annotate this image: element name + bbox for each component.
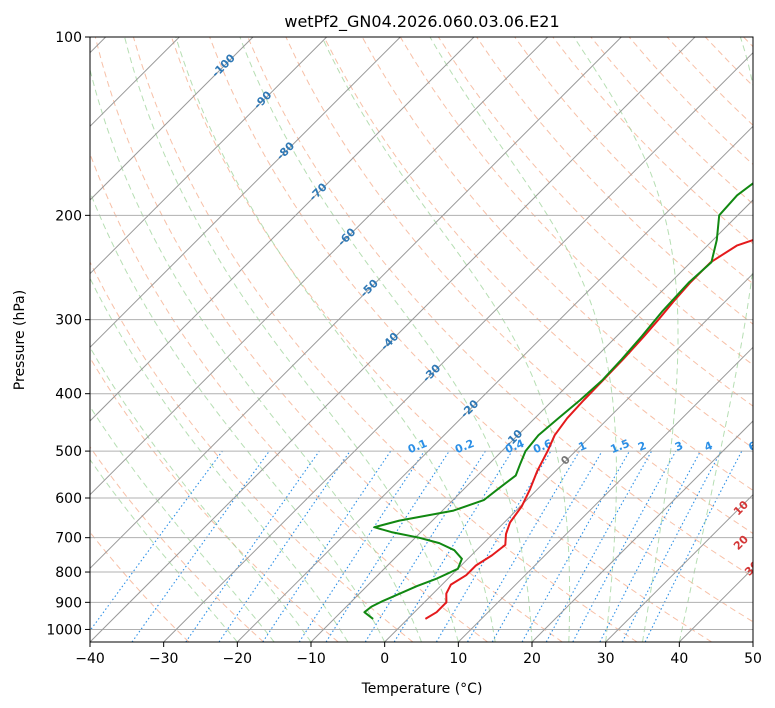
moist-adiabat-line <box>321 37 571 642</box>
moist-adiabat-line <box>239 37 533 642</box>
moist-adiabat-line <box>175 37 496 642</box>
x-tick-label: −30 <box>149 651 179 667</box>
moist-adiabats <box>90 37 753 642</box>
moist-adiabat-line <box>678 37 753 642</box>
y-tick-label: 900 <box>55 595 82 611</box>
moist-adiabat-line <box>90 190 386 642</box>
isotherm-line <box>384 272 753 642</box>
dry-adiabat-line <box>171 37 712 642</box>
dry-adiabat-line <box>94 37 563 642</box>
x-tick-label: 10 <box>449 651 467 667</box>
x-tick-label: 20 <box>523 651 541 667</box>
x-tick-label: −40 <box>75 651 105 667</box>
moist-adiabat-line <box>90 405 275 642</box>
isotherm-line <box>90 37 622 570</box>
isotherm-line <box>90 37 696 642</box>
mixing-ratio-label: 3 <box>673 439 685 454</box>
isotherm-line <box>90 37 549 496</box>
moist-adiabat-line <box>429 37 617 642</box>
mixing-ratio-lines <box>90 450 743 642</box>
mixing-ratio-label: 6 <box>747 439 759 454</box>
dry-adiabat-line <box>90 446 264 642</box>
dry-adiabat-line <box>90 356 339 642</box>
dry-adiabat-line <box>132 37 638 642</box>
x-tick-label: −20 <box>223 651 253 667</box>
y-tick-label: 300 <box>55 313 82 329</box>
moist-adiabat-line <box>124 37 459 642</box>
y-axis-label: Pressure (hPa) <box>12 290 28 390</box>
dry-adiabat-label: 30 <box>742 558 762 578</box>
x-axis-ticks: −40 −30 −20 −10 0 10 20 30 40 50 <box>75 642 762 667</box>
chart-title: wetPf2_GN04.2026.060.03.06.E21 <box>284 12 559 32</box>
x-tick-label: 40 <box>670 651 688 667</box>
profiles <box>363 182 753 620</box>
dry-adiabat-line <box>476 37 753 325</box>
moist-adiabat-line <box>90 67 422 642</box>
isotherm-line <box>90 37 475 422</box>
mixing-ratio-line <box>545 450 653 642</box>
mixing-ratio-label: 1 <box>576 439 588 454</box>
y-tick-label: 700 <box>55 531 82 547</box>
dewpoint-profile-line <box>363 182 753 620</box>
y-tick-label: 400 <box>55 387 82 403</box>
dry-adiabat-line <box>514 37 753 285</box>
dry-adiabat-line <box>209 37 753 623</box>
y-tick-label: 800 <box>55 565 82 581</box>
mixing-ratio-line <box>298 450 425 642</box>
mixing-ratio-line <box>521 450 630 642</box>
y-tick-label: 100 <box>55 30 82 46</box>
isotherm-line <box>90 37 328 275</box>
y-tick-label: 1000 <box>46 622 82 638</box>
isotherm-line <box>605 493 753 642</box>
isotherm-line <box>163 51 753 642</box>
dry-adiabat-line <box>90 260 414 642</box>
isotherm-line <box>531 420 753 642</box>
isotherm-line <box>457 346 753 642</box>
mixing-ratio-line <box>325 450 450 642</box>
y-tick-label: 600 <box>55 491 82 507</box>
mixing-ratio-line <box>262 450 392 642</box>
moist-adiabat-line <box>573 37 679 642</box>
moist-adiabat-line <box>90 277 349 642</box>
dry-adiabats <box>90 37 753 642</box>
mixing-ratio-line <box>644 450 743 642</box>
mixing-ratio-line <box>90 450 223 632</box>
dry-adiabat-line <box>285 37 753 535</box>
x-axis-label: Temperature (°C) <box>361 681 483 697</box>
plot-area: -100-90-80-70-60-50-40-30-20-1000.1 0.2 0.… <box>90 37 762 642</box>
mixing-ratio-line <box>572 450 677 642</box>
x-tick-label: 0 <box>380 651 389 667</box>
dry-adiabat-line <box>323 37 753 491</box>
x-tick-label: 30 <box>597 651 615 667</box>
mixing-ratio-line <box>185 450 320 642</box>
mixing-ratio-line <box>131 450 270 642</box>
mixing-ratio-line <box>218 450 351 642</box>
isotherm-line <box>90 37 401 349</box>
y-tick-label: 500 <box>55 444 82 460</box>
isotherm-line <box>236 125 753 642</box>
isotherm-line <box>90 37 254 201</box>
dry-adiabat-line <box>247 37 753 578</box>
isotherms <box>90 37 753 642</box>
x-tick-label: 50 <box>744 651 762 667</box>
mixing-ratio-label: 2 <box>636 439 648 454</box>
mixing-ratio-line <box>393 450 513 642</box>
moist-adiabat-line <box>90 458 238 642</box>
plot-frame <box>89 36 754 643</box>
isotherm-line <box>310 199 753 642</box>
y-axis-ticks: 100 200 300 400 500 600 700 800 900 1000 <box>46 30 90 638</box>
x-tick-label: −10 <box>296 651 326 667</box>
y-tick-label: 200 <box>55 208 82 224</box>
